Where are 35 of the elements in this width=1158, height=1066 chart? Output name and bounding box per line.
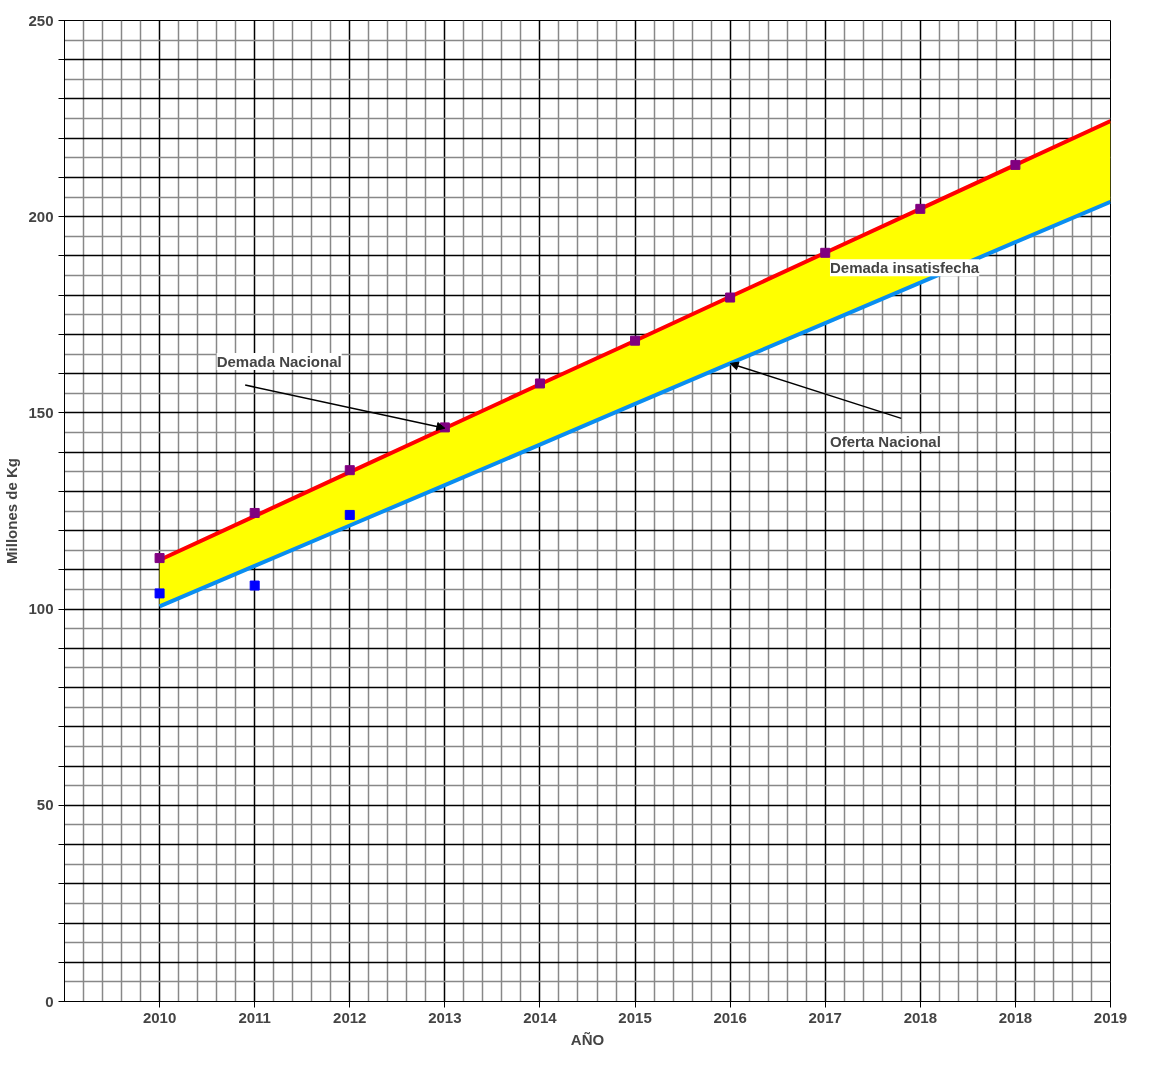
point — [154, 553, 165, 564]
x-tick-label: 2013 — [428, 1008, 462, 1026]
y-axis-title: Millones de Kg — [3, 458, 21, 564]
annotation: Demada Nacional — [216, 353, 342, 370]
annotation: Demada insatisfecha — [829, 259, 980, 277]
x-tick-label: 2018 — [903, 1008, 938, 1026]
x-tick-label: 2016 — [713, 1008, 747, 1026]
y-tick-label: 100 — [28, 600, 54, 618]
x-axis-title: AÑO — [570, 1030, 605, 1048]
x-tick-label: 2017 — [808, 1008, 842, 1026]
y-tick-label: 150 — [28, 403, 54, 421]
point — [344, 465, 355, 476]
annotation: Oferta Nacional — [829, 433, 941, 451]
point — [249, 580, 260, 591]
point — [534, 378, 545, 389]
point — [725, 292, 736, 303]
x-tick-label: 2010 — [142, 1008, 177, 1026]
y-tick-label: 50 — [36, 796, 54, 814]
point — [249, 507, 260, 518]
line-series — [157, 199, 1111, 609]
x-tick-label: 2011 — [238, 1008, 271, 1026]
x-tick-label: 2014 — [523, 1008, 558, 1026]
point — [154, 588, 165, 599]
x-tick-label: 2012 — [333, 1008, 367, 1026]
y-tick-label: 250 — [28, 11, 54, 29]
x-tick-label: 2015 — [618, 1008, 652, 1026]
y-tick-label: 200 — [28, 207, 54, 225]
x-tick-label: 2018 — [998, 1008, 1033, 1026]
x-tick-label: 2019 — [1093, 1008, 1128, 1026]
y-tick-label: 0 — [45, 992, 54, 1010]
point — [915, 203, 926, 214]
point — [344, 509, 355, 520]
point — [630, 335, 641, 346]
point — [820, 247, 831, 258]
point — [1010, 159, 1021, 170]
